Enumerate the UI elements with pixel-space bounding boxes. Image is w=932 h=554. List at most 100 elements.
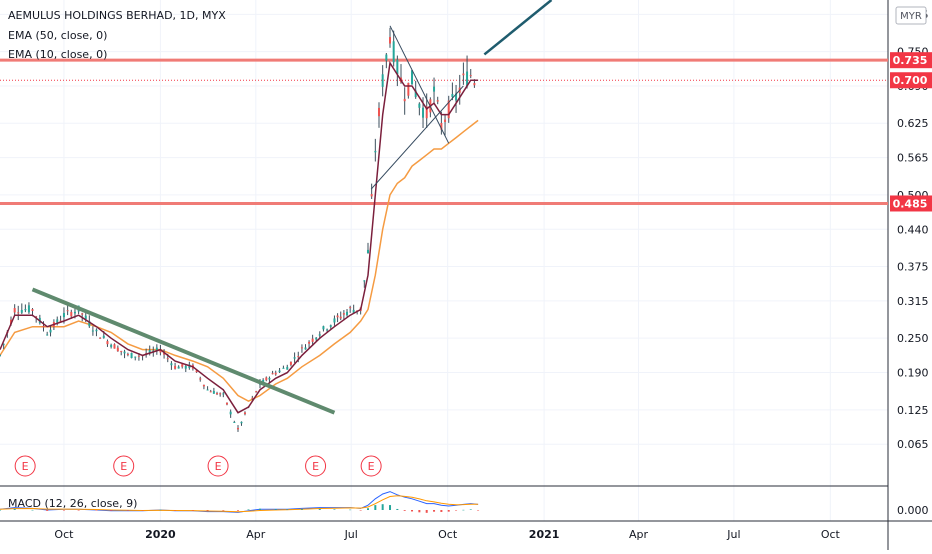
candle-body: [20, 309, 23, 313]
macd-histogram-bar: [433, 510, 436, 512]
candle-body: [262, 379, 265, 382]
candle-body: [333, 318, 336, 323]
currency-badge[interactable]: MYR: [895, 6, 927, 25]
y-tick-label: 0.375: [897, 261, 929, 274]
earnings-marker: [305, 455, 327, 477]
candle-body: [366, 249, 369, 254]
candle-body: [322, 326, 325, 330]
candle-body: [49, 329, 52, 333]
candle-body: [297, 356, 300, 358]
candle-body: [84, 315, 87, 320]
macd-histogram-bar: [300, 509, 303, 510]
price-label-box: [890, 195, 932, 212]
macd-pane: 0.000: [0, 491, 929, 517]
macd-histogram-bar: [141, 510, 144, 511]
chart-title[interactable]: AEMULUS HOLDINGS BERHAD, 1D, MYX: [8, 9, 226, 22]
candle-body: [116, 347, 119, 352]
macd-histogram-bar: [374, 505, 377, 510]
earnings-marker: [14, 455, 36, 477]
macd-histogram-bar: [333, 509, 336, 510]
ema50-line-layer: [0, 119, 479, 403]
candle-body: [106, 341, 109, 345]
macd-histogram-bar: [447, 510, 450, 512]
macd-tick-label: 0.000: [897, 504, 929, 517]
candle-body: [374, 150, 377, 153]
candle-body: [99, 337, 102, 339]
candle-body: [381, 74, 384, 87]
macd-histogram-bar: [46, 510, 49, 511]
candle-body: [436, 100, 439, 102]
candle-body: [123, 351, 126, 354]
candle-body: [451, 94, 454, 97]
earnings-marker: [207, 455, 229, 477]
candle-body: [163, 352, 166, 355]
candle-body: [46, 334, 49, 336]
macd-histogram-bar: [274, 509, 277, 510]
candle-body: [444, 119, 447, 123]
candle-body: [130, 352, 133, 359]
macd-histogram-bar: [126, 510, 129, 511]
candle-body: [447, 100, 450, 119]
price-label: 0.700: [893, 74, 928, 87]
triangle-lower-line: [370, 85, 464, 190]
candle-body: [300, 347, 303, 349]
macd-histogram-bar: [318, 509, 321, 510]
macd-histogram-bar: [0, 510, 1, 511]
candle-body: [219, 393, 222, 395]
resistance-lines: [0, 58, 888, 205]
candle-body: [370, 194, 373, 197]
triangle-upper-line: [389, 25, 450, 144]
price-label-box: [890, 52, 932, 69]
signal-line: [0, 495, 479, 513]
macd-histogram-bar: [191, 510, 194, 511]
candle-body: [24, 309, 27, 311]
candle-body: [377, 107, 380, 117]
x-tick-label: Jul: [344, 528, 358, 541]
macd-histogram-bar: [13, 509, 16, 510]
candle-body: [271, 373, 274, 375]
x-tick-label: Oct: [54, 528, 74, 541]
x-tick-label: Apr: [246, 528, 266, 541]
candle-body: [243, 412, 246, 415]
candle-body: [392, 41, 395, 63]
candle-body: [70, 311, 73, 317]
candle-body: [462, 73, 465, 76]
time-axis[interactable]: Oct 2020 Apr Jul Oct 2021 Apr Jul Oct: [54, 528, 840, 541]
candle-body: [469, 75, 472, 77]
candle-body: [27, 305, 30, 313]
candle-body: [433, 86, 436, 92]
candle-body: [62, 313, 65, 318]
candle-body: [473, 83, 476, 86]
candle-body: [73, 311, 76, 314]
drawings: [31, 0, 553, 415]
y-tick-label: 0.440: [897, 223, 929, 236]
candle-body: [308, 341, 311, 344]
candle-body: [42, 325, 45, 328]
macd-histogram-bar: [455, 510, 458, 511]
candle-body: [403, 98, 406, 102]
candle-body: [56, 319, 59, 323]
downtrend-line: [31, 287, 336, 415]
x-tick-label: Jul: [726, 528, 740, 541]
candle-body: [336, 315, 339, 318]
candle-body: [170, 363, 173, 366]
candle-body: [155, 347, 158, 351]
macd-histogram-bar: [349, 509, 352, 511]
macd-legend[interactable]: MACD (12, 26, close, 9): [8, 497, 138, 510]
macd-histogram-bar: [236, 510, 239, 511]
candle-body: [2, 343, 5, 345]
macd-histogram-bar: [366, 508, 369, 510]
ema10-legend[interactable]: EMA (10, close, 0): [8, 48, 108, 61]
candle-body: [222, 393, 225, 395]
candle-body: [159, 350, 162, 353]
grid-lines: [0, 0, 888, 521]
macd-histogram-bar: [77, 510, 80, 511]
candle-body: [425, 106, 428, 119]
candle-body: [174, 365, 177, 369]
earnings-label: E: [22, 460, 29, 473]
macd-histogram-bar: [174, 510, 177, 511]
price-labels: 0.735 0.700 0.485: [890, 52, 932, 212]
ema50-legend[interactable]: EMA (50, close, 0): [8, 29, 108, 42]
